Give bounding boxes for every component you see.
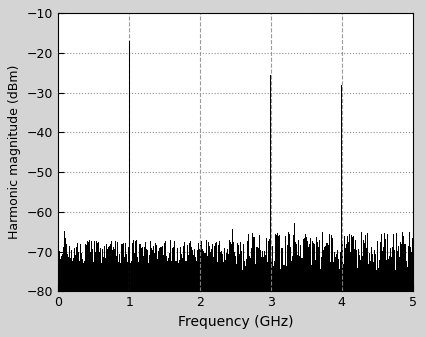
Y-axis label: Harmonic magnitude (dBm): Harmonic magnitude (dBm) [8,65,21,240]
Bar [341,85,342,291]
Bar [200,61,201,291]
X-axis label: Frequency (GHz): Frequency (GHz) [178,315,293,329]
Bar [129,41,130,291]
Bar [270,75,271,291]
